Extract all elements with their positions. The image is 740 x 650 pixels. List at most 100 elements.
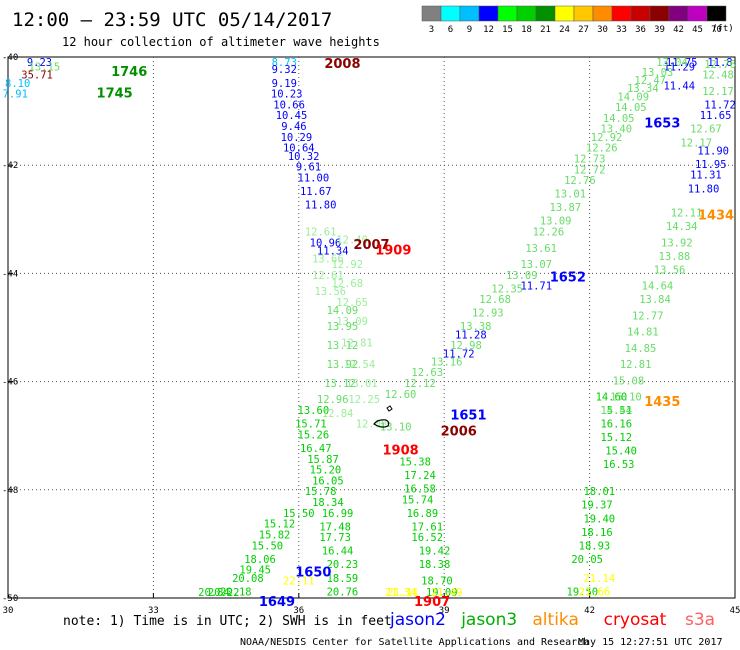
swh-value-s3a: 12.76 <box>564 175 596 187</box>
satellite-cryosat: cryosat <box>604 610 667 630</box>
y-tick-label: -40 <box>2 53 18 63</box>
swh-value-s3a: 14.09 <box>327 305 359 317</box>
swh-value-jason2: 10.45 <box>276 110 308 122</box>
axis-ticks: 30 33 36 39 42 45 -40 -42 -44 -46 -48 -50 <box>2 53 740 616</box>
pass-time-label: 1909 <box>375 243 411 258</box>
swh-value-jason2: 10.23 <box>271 89 303 101</box>
swh-value-s3a: 12.92 <box>591 132 623 144</box>
swh-value-s3a: 12.65 <box>336 297 368 309</box>
data-labels: 8.739.32 9.1910.2310.6610.459.4610.2910.6… <box>3 57 736 599</box>
scale-swatch <box>516 5 537 22</box>
swh-value-jason2: 11.71 <box>520 281 552 293</box>
scale-label: 3 <box>429 25 434 35</box>
swh-value-altika: 21.11 <box>387 587 419 599</box>
swh-value-jason3: 17.24 <box>404 470 436 482</box>
swh-value-s3a: 12.47 <box>634 75 666 87</box>
scale-label: 42 <box>673 25 684 35</box>
swh-value-s3a: 13.01 <box>554 189 586 201</box>
scale-swatch <box>668 5 689 22</box>
scale-label: 33 <box>616 25 627 35</box>
swh-value-jason3: 15.38 <box>399 456 431 468</box>
scale-label: 18 <box>521 25 532 35</box>
scale-swatch <box>687 5 708 22</box>
scale-unit: (ft) <box>712 24 734 34</box>
swh-value-jason3: 20.22 <box>208 587 240 599</box>
satellite-altika: altika <box>532 610 579 630</box>
y-tick-label: -44 <box>2 269 18 279</box>
x-tick-label: 36 <box>293 606 304 616</box>
pass-time-label: 1650 <box>295 565 331 580</box>
y-tick-label: -50 <box>2 594 18 604</box>
pass-time-label: 1745 <box>97 87 133 102</box>
swh-value-jason2: 8.10 <box>5 78 30 90</box>
swh-value-s3a: 12.40 <box>336 235 368 247</box>
swh-value-jason3: 15.82 <box>259 529 291 541</box>
swh-value-s3a: 12.12 <box>404 378 436 390</box>
swh-value-jason3: 19.42 <box>419 546 451 558</box>
swh-value-jason2: 11.8 <box>707 57 732 69</box>
swh-value-jason2: 9.32 <box>272 64 297 76</box>
swh-value-jason3: 20.18 <box>220 586 252 598</box>
swh-value-jason2: 9.23 <box>27 57 52 69</box>
pass-time-label: 1653 <box>644 116 680 131</box>
pass-time-label: 1908 <box>382 444 418 459</box>
swh-value-jason3: 17.73 <box>319 532 351 544</box>
swh-value-s3a: 12.35 <box>491 283 523 295</box>
swh-value-jason3: 13.60 <box>298 405 330 417</box>
swh-value-jason3: 20.08 <box>232 573 264 585</box>
swh-value-jason2: 10.96 <box>310 237 342 249</box>
swh-value-s3a: 12.48 <box>702 70 734 82</box>
scale-swatch <box>573 5 594 22</box>
scale-label: 36 <box>635 25 646 35</box>
swh-value-jason2: 11.80 <box>688 183 720 195</box>
swh-value-s3a: 13.56 <box>314 286 346 298</box>
swh-value-s3a: 15.10 <box>610 392 642 404</box>
swh-value-jason2: 11.95 <box>695 159 727 171</box>
swh-value-s3a: 14.44 <box>600 405 632 417</box>
x-tick-label: 33 <box>148 606 159 616</box>
swh-value-s3a: 13.56 <box>654 264 686 276</box>
swh-value-jason3: 15.20 <box>310 465 342 477</box>
swh-value-jason3: 17.61 <box>411 521 443 533</box>
swh-value-jason3: 19.09 <box>426 587 458 599</box>
scale-label: 21 <box>540 25 551 35</box>
scale-swatch <box>497 5 518 22</box>
swh-value-s3a: 14.85 <box>625 343 657 355</box>
swh-value-s3a: 12.72 <box>574 164 606 176</box>
swh-value-altika: 21.14 <box>583 573 615 585</box>
swh-value-jason3: 15.40 <box>605 446 637 458</box>
swh-value-jason2: 7.91 <box>3 89 28 101</box>
scale-swatch <box>554 5 575 22</box>
scale-label: 12 <box>483 25 494 35</box>
footer-note: note: 1) Time is in UTC; 2) SWH is in fe… <box>63 614 392 629</box>
swh-value-jason2: 11.34 <box>317 245 349 257</box>
scale-label: 24 <box>559 25 570 35</box>
scale-swatch <box>592 5 613 22</box>
swh-value-s3a: 12.73 <box>574 153 606 165</box>
swh-value-s3a: 13.92 <box>327 359 359 371</box>
scale-label: 27 <box>578 25 589 35</box>
swh-value-jason2: 9.61 <box>296 162 321 174</box>
swh-value-s3a: 12.26 <box>533 227 565 239</box>
scale-swatch <box>535 5 556 22</box>
swh-value-jason3: 19.45 <box>239 565 271 577</box>
swh-value-jason2: 10.32 <box>288 151 320 163</box>
swh-value-jason3: 18.16 <box>581 527 613 539</box>
swh-value-jason2: 10.64 <box>283 143 315 155</box>
swh-value-jason2: 11.80 <box>305 199 337 211</box>
swh-value-s3a: 12.81 <box>341 337 373 349</box>
swh-value-jason3: 18.34 <box>312 497 344 509</box>
swh-value-s3a: 12.68 <box>331 278 363 290</box>
y-tick-label: -42 <box>2 161 18 171</box>
swh-value-s3a: 12.54 <box>344 359 376 371</box>
swh-value-jason3: 16.89 <box>407 508 439 520</box>
pass-time-label: 1651 <box>450 408 486 423</box>
x-tick-label: 39 <box>439 606 450 616</box>
scale-label: 70 <box>711 25 722 35</box>
swh-value-s3a: 13.09 <box>506 270 538 282</box>
scale-swatch <box>478 5 499 22</box>
swh-value-s3a: 12.76 <box>704 59 736 71</box>
swh-value-s3a: 12.92 <box>331 259 363 271</box>
swh-value-s3a: 12.17 <box>680 137 712 149</box>
